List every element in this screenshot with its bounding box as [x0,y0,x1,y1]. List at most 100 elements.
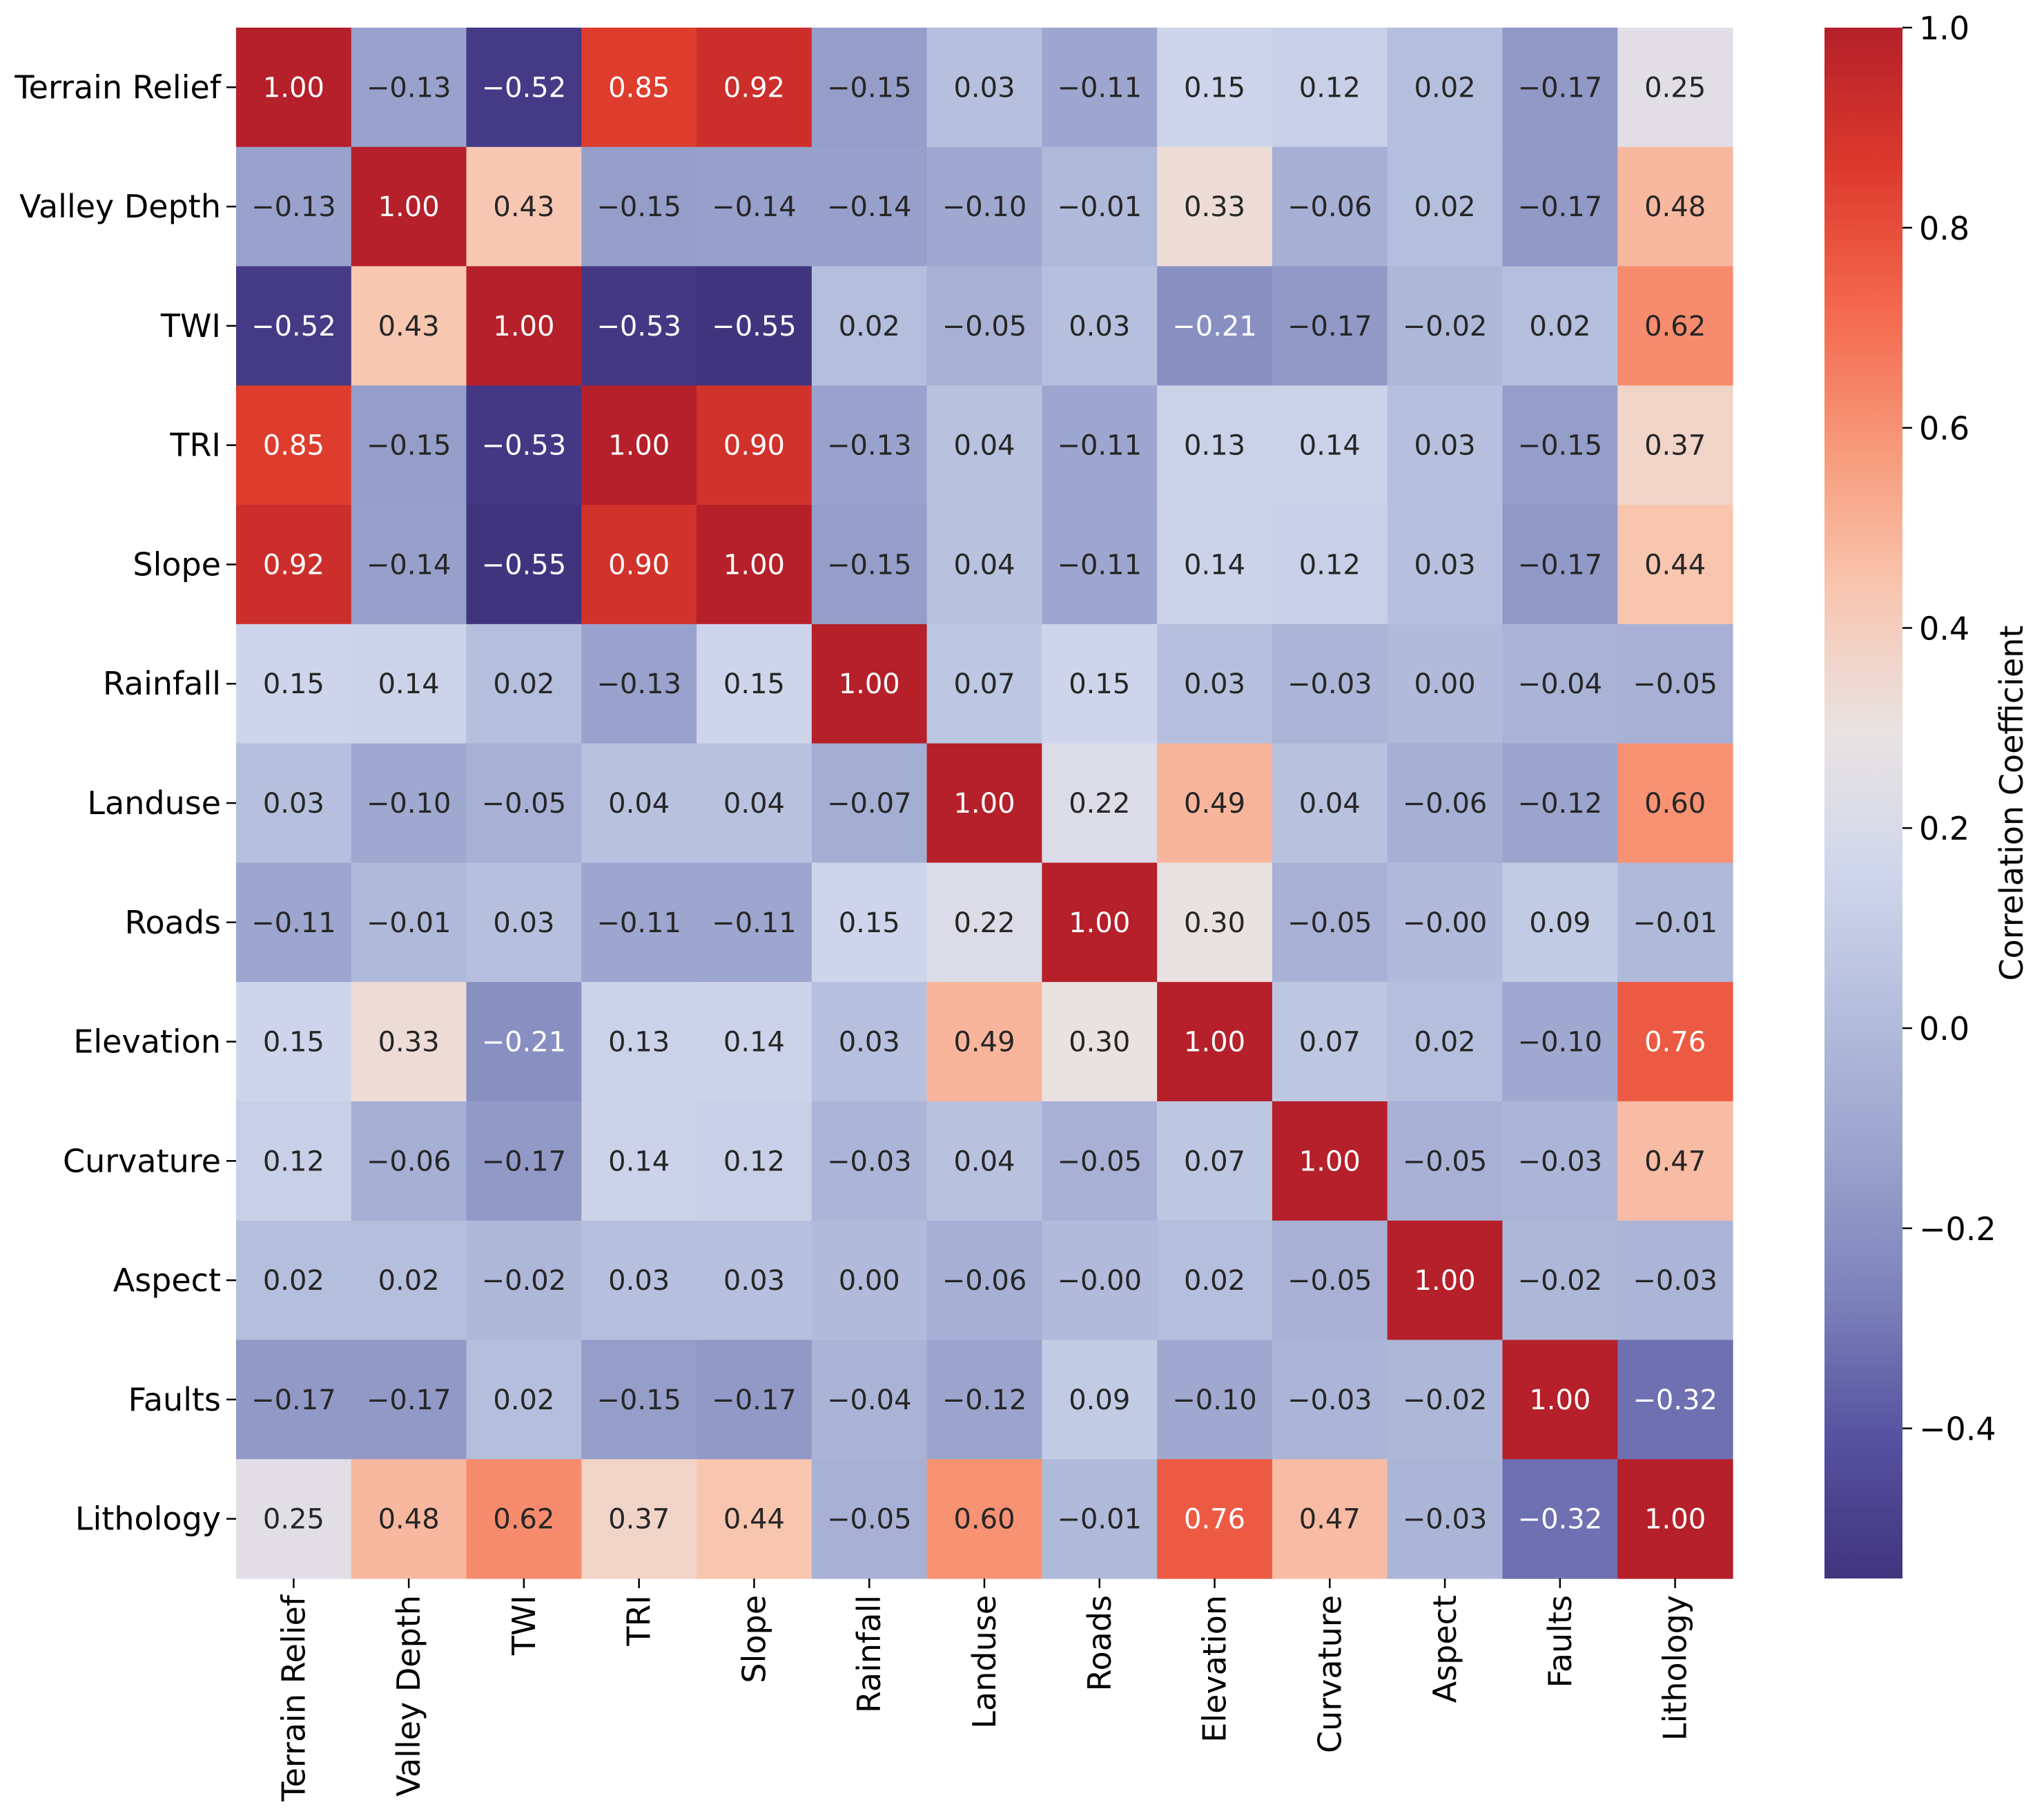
cell-value-label: −0.05 [1287,1265,1372,1297]
cell-value-label: 0.14 [1184,549,1245,581]
heatmap-cell [1387,743,1503,863]
cell-value-label: 0.92 [723,72,785,104]
column-label: Curvature [1311,1595,1348,1753]
heatmap-cell [1502,266,1618,386]
column-label: Rainfall [850,1595,888,1713]
cell-value-label: −0.10 [1172,1384,1257,1416]
heatmap-cell [1617,624,1733,744]
heatmap-cell [697,1459,812,1579]
heatmap-cell [351,1101,467,1221]
cell-value-label: −0.17 [1518,549,1603,581]
heatmap-cell [1387,505,1503,625]
heatmap-cell [581,1340,697,1460]
row-label: Terrain Relief [14,68,222,106]
heatmap-cell [236,862,352,983]
heatmap-cell [581,1101,697,1221]
cell-value-label: 0.90 [608,549,670,581]
heatmap-cell [1272,28,1388,148]
column-label: Aspect [1426,1595,1463,1703]
heatmap-cell [811,146,928,267]
cell-value-label: 0.33 [378,1027,440,1059]
heatmap-cell [236,1101,352,1221]
cell-value-label: −0.10 [942,191,1027,223]
heatmap-cell [466,1101,582,1221]
cell-value-label: 0.03 [953,72,1015,104]
cell-value-label: −0.21 [1172,311,1257,342]
cell-value-label: −0.02 [482,1265,567,1297]
heatmap-cell [466,146,582,267]
row-label: Lithology [75,1500,221,1538]
cell-value-label: −0.53 [482,430,567,462]
cell-value-label: 0.60 [953,1504,1015,1536]
cell-value-label: 0.02 [1414,191,1476,223]
heatmap-cell [466,1340,582,1460]
cell-value-label: 0.03 [839,1027,900,1059]
row-label: Landuse [87,784,221,822]
cell-value-label: −0.03 [1518,1146,1603,1177]
cell-value-label: −0.11 [596,907,681,939]
cell-value-label: 0.43 [378,311,440,342]
cell-value-label: 1.00 [493,311,554,342]
cell-value-label: 0.92 [263,549,324,581]
row-label: Curvature [63,1142,221,1179]
cell-value-label: 0.07 [1299,1027,1361,1059]
cell-value-label: −0.01 [367,907,451,939]
cell-value-label: −0.10 [367,788,451,820]
cell-value-label: 0.04 [953,430,1015,462]
cell-value-label: −0.03 [1633,1265,1717,1297]
cell-value-label: −0.11 [251,907,336,939]
cell-value-label: 0.44 [723,1504,785,1536]
heatmap-cell [697,1101,812,1221]
column-label: TRI [621,1595,658,1647]
cell-value-label: 0.14 [378,668,440,700]
cell-value-label: 0.76 [1644,1027,1706,1059]
heatmap-cell [1387,862,1503,983]
heatmap-cell [466,862,582,983]
cell-value-label: −0.52 [482,72,567,104]
cell-value-label: 0.85 [608,72,670,104]
cell-value-label: 0.25 [1644,72,1706,104]
cell-value-label: 0.03 [1069,311,1130,342]
column-label: Slope [735,1595,772,1683]
cell-value-label: −0.17 [712,1384,797,1416]
heatmap-cell [1387,146,1503,267]
cell-value-label: 0.02 [493,1384,554,1416]
cell-value-label: 0.13 [1184,430,1245,462]
cell-value-label: 0.02 [378,1265,440,1297]
heatmap-cell [811,982,928,1102]
heatmap-cell [1157,862,1273,983]
heatmap-cell [1042,743,1158,863]
heatmap-cell-labels: 1.00 −0.13 −0.52 0.85 0.92 −0.15 0.03 −0.11 0.15… [251,72,1717,1535]
heatmap-cell [1502,505,1618,625]
heatmap-cell [1272,1220,1388,1341]
heatmap-cell [1502,1220,1618,1341]
heatmap-cell [351,1220,467,1341]
heatmap-cell [1042,505,1158,625]
heatmap-cell [236,1340,352,1460]
heatmap-cell [1157,624,1273,744]
cell-value-label: 0.12 [723,1146,785,1177]
cell-value-label: 0.33 [1184,191,1245,223]
heatmap-cell [1387,1340,1503,1460]
cell-value-label: −0.14 [367,549,451,581]
cell-value-label: 0.25 [263,1504,324,1536]
heatmap-cell [811,1340,928,1460]
heatmap-cell [1157,1220,1273,1341]
heatmap-cell [1157,1459,1273,1579]
cell-value-label: −0.17 [1518,191,1603,223]
cell-value-label: 0.02 [263,1265,324,1297]
heatmap-cell [697,505,812,625]
column-label: Landuse [966,1595,1003,1729]
heatmap-cell [466,624,582,744]
cell-value-label: −0.03 [1403,1504,1488,1536]
heatmap-cell [466,28,582,148]
cell-value-label: 0.03 [493,907,554,939]
heatmap-cell [1617,862,1733,983]
heatmap-cell [1272,146,1388,267]
heatmap-cell [1272,743,1388,863]
cell-value-label: −0.01 [1057,191,1142,223]
heatmap-cell [581,1220,697,1341]
heatmap-cell [581,1459,697,1579]
heatmap-cell [926,505,1042,625]
heatmap-cell [1272,1101,1388,1221]
